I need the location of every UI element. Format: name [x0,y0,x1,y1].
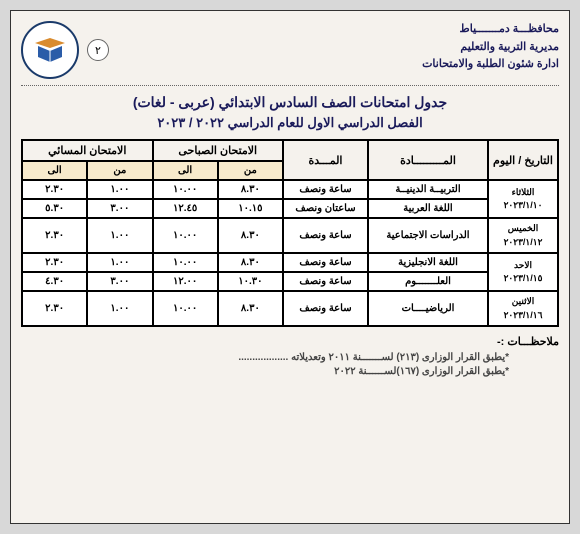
cell-date: الاثنين٢٠٢٣/١/١٦ [488,291,558,326]
cell-e_to: ٢.٣٠ [22,291,87,326]
table-row: الخميس٢٠٢٣/١/١٢الدراسات الاجتماعيةساعة و… [22,218,558,253]
exam-schedule-table: التاريخ / اليوم المـــــــــادة المـــدة… [21,139,559,327]
cell-e_from: ١.٠٠ [87,180,152,199]
cell-e_to: ٤.٣٠ [22,272,87,291]
table-row: الثلاثاء٢٠٢٣/١/١٠التربيــة الدينيــةساعة… [22,180,558,199]
issuer-info: محافظـــة دمـــــــياط مديرية التربية وا… [422,21,559,74]
col-duration: المـــدة [283,140,368,180]
cell-subject: اللغة الانجليزية [368,253,488,272]
cell-m_to: ١٠.٠٠ [153,180,218,199]
logo-seal [21,21,79,79]
cell-duration: ساعة ونصف [283,253,368,272]
notes-section: ملاحظـــات :- *يطبق القرار الوزارى (٢١٣)… [21,335,559,377]
notes-line-2: *يطبق القرار الوزارى (١٦٧)لســــــنة ٢٠٢… [21,366,509,377]
col-subject: المـــــــــادة [368,140,488,180]
title-block: جدول امتحانات الصف السادس الابتدائي (عرب… [21,94,559,131]
cell-e_to: ٢.٣٠ [22,218,87,253]
col-morning-from: من [218,161,283,180]
cell-date: الثلاثاء٢٠٢٣/١/١٠ [488,180,558,218]
cell-subject: اللغة العربية [368,199,488,218]
table-body: الثلاثاء٢٠٢٣/١/١٠التربيــة الدينيــةساعة… [22,180,558,326]
cell-date: الخميس٢٠٢٣/١/١٢ [488,218,558,253]
page-number: ٢ [87,39,109,61]
col-morning-to: الى [153,161,218,180]
col-evening: الامتحان المسائي [22,140,153,161]
logo-area: ٢ [21,21,109,79]
cell-m_from: ١٠.٣٠ [218,272,283,291]
cell-subject: التربيــة الدينيــة [368,180,488,199]
table-row: الاحد٢٠٢٣/١/١٥اللغة الانجليزيةساعة ونصف٨… [22,253,558,272]
cell-duration: ساعة ونصف [283,272,368,291]
table-row: اللغة العربيةساعتان ونصف١٠.١٥١٢.٤٥٣.٠٠٥.… [22,199,558,218]
col-morning: الامتحان الصباحى [153,140,284,161]
cell-duration: ساعة ونصف [283,291,368,326]
notes-title: ملاحظـــات :- [21,335,559,348]
cell-m_to: ١٠.٠٠ [153,291,218,326]
cell-m_from: ٨.٣٠ [218,180,283,199]
cell-e_from: ١.٠٠ [87,291,152,326]
col-evening-from: من [87,161,152,180]
notes-line-1: *يطبق القرار الوزارى (٢١٣) لســـــــنة ٢… [21,352,509,363]
cell-m_from: ٨.٣٠ [218,253,283,272]
term-year: الفصل الدراسي الاول للعام الدراسي ٢٠٢٢ /… [21,115,559,131]
table-row: العلـــــــومساعة ونصف١٠.٣٠١٢.٠٠٣.٠٠٤.٣٠ [22,272,558,291]
directorate: مديرية التربية والتعليم [422,39,559,57]
cell-m_to: ١٠.٠٠ [153,253,218,272]
schedule-title: جدول امتحانات الصف السادس الابتدائي (عرب… [21,94,559,111]
col-evening-to: الى [22,161,87,180]
cell-duration: ساعة ونصف [283,180,368,199]
cell-m_from: ٨.٣٠ [218,291,283,326]
table-row: الاثنين٢٠٢٣/١/١٦الرياضيــــاتساعة ونصف٨.… [22,291,558,326]
cell-e_to: ٢.٣٠ [22,180,87,199]
cell-date: الاحد٢٠٢٣/١/١٥ [488,253,558,291]
cell-m_from: ١٠.١٥ [218,199,283,218]
cell-subject: الدراسات الاجتماعية [368,218,488,253]
cell-e_from: ١.٠٠ [87,253,152,272]
cell-subject: الرياضيــــات [368,291,488,326]
document-header: محافظـــة دمـــــــياط مديرية التربية وا… [21,21,559,86]
cell-e_to: ٥.٣٠ [22,199,87,218]
cell-m_from: ٨.٣٠ [218,218,283,253]
col-date: التاريخ / اليوم [488,140,558,180]
book-icon [32,35,68,65]
cell-e_to: ٢.٣٠ [22,253,87,272]
governorate: محافظـــة دمـــــــياط [422,21,559,39]
cell-subject: العلـــــــوم [368,272,488,291]
cell-e_from: ١.٠٠ [87,218,152,253]
cell-e_from: ٣.٠٠ [87,199,152,218]
document-page: محافظـــة دمـــــــياط مديرية التربية وا… [10,10,570,524]
cell-e_from: ٣.٠٠ [87,272,152,291]
cell-m_to: ١٢.٤٥ [153,199,218,218]
cell-m_to: ١٠.٠٠ [153,218,218,253]
department: ادارة شئون الطلبة والامتحانات [422,56,559,74]
cell-m_to: ١٢.٠٠ [153,272,218,291]
cell-duration: ساعة ونصف [283,218,368,253]
cell-duration: ساعتان ونصف [283,199,368,218]
